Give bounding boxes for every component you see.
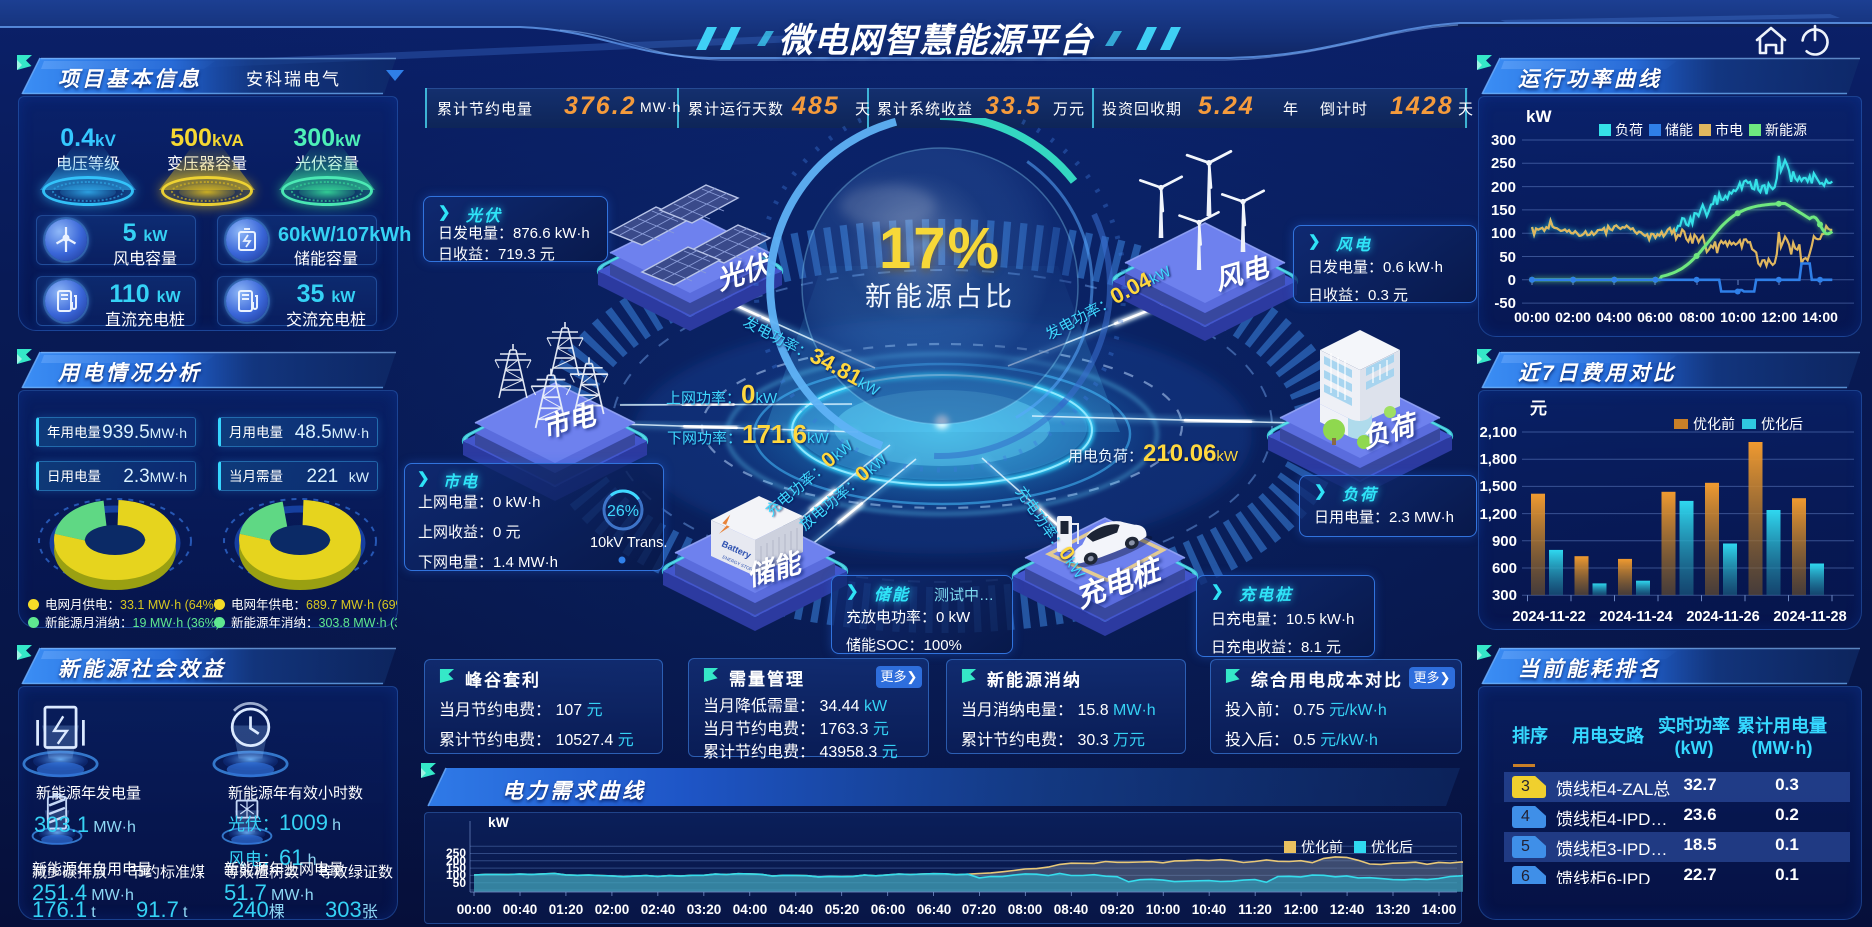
svg-text:2,100: 2,100 bbox=[1479, 424, 1517, 441]
svg-text:100: 100 bbox=[446, 868, 466, 882]
svg-text:250: 250 bbox=[1491, 155, 1516, 172]
svg-text:02:00: 02:00 bbox=[595, 902, 630, 917]
svg-text:150: 150 bbox=[446, 861, 466, 875]
svg-text:05:20: 05:20 bbox=[825, 902, 860, 917]
svg-text:14:00: 14:00 bbox=[1802, 309, 1838, 325]
svg-text:600: 600 bbox=[1492, 560, 1517, 577]
svg-text:用电负荷：210.06kW: 用电负荷：210.06kW bbox=[1068, 440, 1239, 467]
svg-text:储能: 储能 bbox=[1665, 122, 1693, 138]
svg-text:06:00: 06:00 bbox=[1637, 309, 1673, 325]
svg-text:1,500: 1,500 bbox=[1479, 478, 1517, 495]
svg-text:02:40: 02:40 bbox=[641, 902, 676, 917]
svg-text:50: 50 bbox=[1499, 249, 1516, 266]
svg-text:0: 0 bbox=[1508, 272, 1516, 289]
svg-text:元: 元 bbox=[1530, 399, 1547, 418]
svg-text:2024-11-22: 2024-11-22 bbox=[1512, 609, 1585, 625]
svg-text:200: 200 bbox=[1491, 179, 1516, 196]
svg-text:04:40: 04:40 bbox=[779, 902, 814, 917]
svg-text:200: 200 bbox=[446, 854, 466, 868]
svg-text:kW: kW bbox=[1526, 107, 1552, 126]
svg-text:00:00: 00:00 bbox=[1514, 309, 1550, 325]
svg-text:微电网智慧能源平台: 微电网智慧能源平台 bbox=[779, 22, 1095, 60]
svg-text:2024-11-24: 2024-11-24 bbox=[1599, 609, 1672, 625]
svg-text:2024-11-28: 2024-11-28 bbox=[1773, 609, 1846, 625]
svg-text:26%: 26% bbox=[607, 503, 639, 520]
svg-text:-50: -50 bbox=[1494, 295, 1516, 312]
svg-text:04:00: 04:00 bbox=[1596, 309, 1632, 325]
svg-text:市电: 市电 bbox=[1715, 122, 1743, 138]
svg-text:00:40: 00:40 bbox=[503, 902, 538, 917]
svg-text:kW: kW bbox=[488, 814, 510, 830]
svg-text:04:00: 04:00 bbox=[733, 902, 768, 917]
svg-text:06:40: 06:40 bbox=[917, 902, 952, 917]
svg-text:08:00: 08:00 bbox=[1008, 902, 1043, 917]
svg-text:1,200: 1,200 bbox=[1479, 506, 1517, 523]
svg-text:14:00: 14:00 bbox=[1422, 902, 1457, 917]
svg-text:优化后: 优化后 bbox=[1371, 839, 1413, 855]
svg-text:12:00: 12:00 bbox=[1284, 902, 1319, 917]
svg-text:10:00: 10:00 bbox=[1146, 902, 1181, 917]
svg-text:11:20: 11:20 bbox=[1238, 902, 1272, 917]
svg-text:新能源占比: 新能源占比 bbox=[865, 282, 1015, 312]
svg-text:08:40: 08:40 bbox=[1054, 902, 1089, 917]
svg-text:优化前: 优化前 bbox=[1301, 839, 1343, 855]
svg-text:01:20: 01:20 bbox=[549, 902, 584, 917]
svg-text:12:00: 12:00 bbox=[1761, 309, 1797, 325]
svg-text:50: 50 bbox=[453, 876, 467, 890]
svg-text:07:20: 07:20 bbox=[962, 902, 997, 917]
svg-text:900: 900 bbox=[1492, 533, 1517, 550]
svg-text:13:20: 13:20 bbox=[1376, 902, 1411, 917]
svg-text:12:40: 12:40 bbox=[1330, 902, 1365, 917]
svg-text:02:00: 02:00 bbox=[1555, 309, 1591, 325]
svg-text:300: 300 bbox=[1492, 587, 1517, 604]
svg-text:03:20: 03:20 bbox=[687, 902, 722, 917]
svg-text:优化前: 优化前 bbox=[1693, 416, 1735, 432]
svg-text:100: 100 bbox=[1491, 225, 1516, 242]
svg-text:下网功率：171.6kW: 下网功率：171.6kW bbox=[667, 419, 830, 449]
svg-text:06:00: 06:00 bbox=[871, 902, 906, 917]
svg-text:09:20: 09:20 bbox=[1100, 902, 1135, 917]
svg-text:新能源: 新能源 bbox=[1765, 122, 1807, 138]
svg-text:优化后: 优化后 bbox=[1761, 416, 1803, 432]
svg-text:08:00: 08:00 bbox=[1679, 309, 1715, 325]
svg-text:00:00: 00:00 bbox=[457, 902, 492, 917]
svg-text:150: 150 bbox=[1491, 202, 1516, 219]
svg-text:300: 300 bbox=[1491, 132, 1516, 149]
svg-text:10:00: 10:00 bbox=[1720, 309, 1756, 325]
svg-text:2024-11-26: 2024-11-26 bbox=[1686, 609, 1759, 625]
svg-text:17%: 17% bbox=[879, 216, 1001, 281]
svg-text:250: 250 bbox=[446, 846, 466, 860]
svg-text:10:40: 10:40 bbox=[1192, 902, 1227, 917]
svg-text:负荷: 负荷 bbox=[1615, 122, 1643, 138]
svg-text:1,800: 1,800 bbox=[1479, 451, 1517, 468]
